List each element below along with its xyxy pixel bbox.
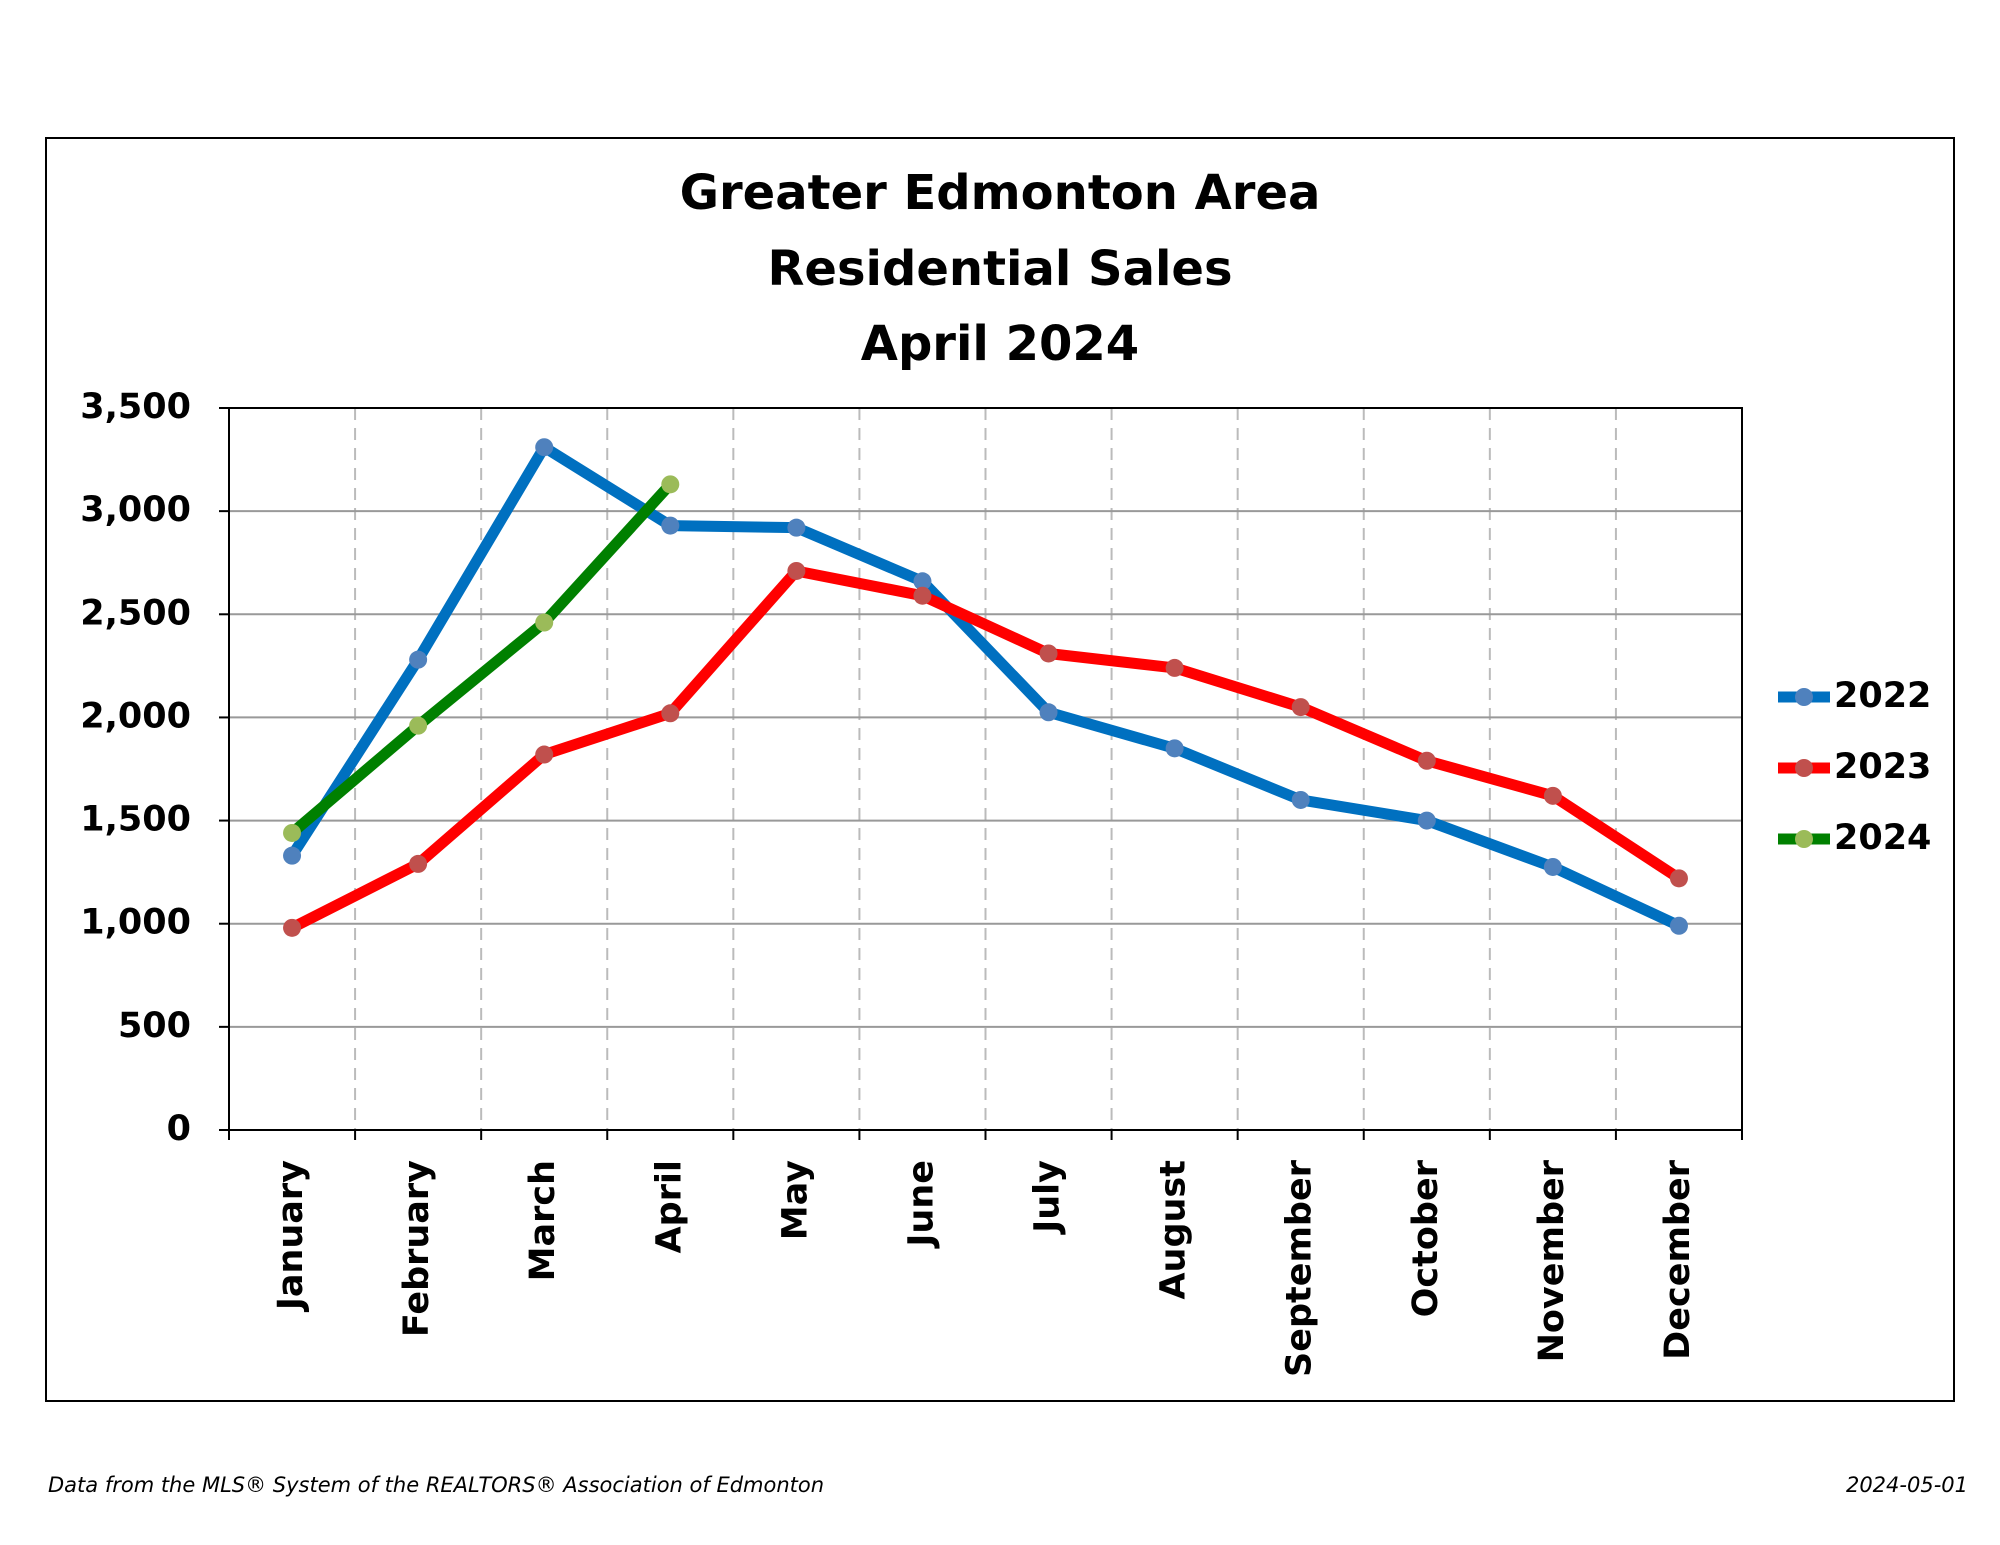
data-point [913,572,932,591]
x-tick-label: July [1028,1160,1068,1235]
data-point [1417,751,1436,770]
source-note: Data from the MLS® System of the REALTOR… [48,1473,824,1497]
data-point [1543,857,1562,876]
legend-label: 2023 [1834,747,1931,787]
series-line [287,441,1682,931]
legend-marker [1795,830,1813,848]
x-tick-label: December [1658,1159,1698,1360]
chart-title: April 2024 [861,316,1139,372]
y-tick-label: 1,000 [80,903,191,943]
x-tick-label: January [271,1160,311,1312]
data-point [283,918,302,937]
y-tick-label: 1,500 [80,800,191,840]
data-point [1417,811,1436,830]
y-tick-label: 3,500 [80,387,191,427]
series-line [288,480,675,838]
y-tick-label: 2,000 [80,696,191,736]
data-point [1669,869,1688,888]
data-point [1543,786,1562,805]
data-point [1165,739,1184,758]
data-point [409,716,428,735]
data-point [661,516,680,535]
x-tick-label: November [1532,1159,1572,1362]
y-tick-label: 0 [167,1109,191,1149]
data-point [283,823,302,842]
x-tick-label: October [1406,1159,1446,1317]
y-tick-label: 2,500 [80,593,191,633]
data-point [535,613,554,632]
data-point [913,586,932,605]
data-point [1669,916,1688,935]
data-point [1165,658,1184,677]
x-tick-label: September [1280,1159,1320,1377]
x-tick-label: April [649,1160,689,1253]
data-point [1039,644,1058,663]
data-point [1039,703,1058,722]
data-point [535,438,554,457]
x-tick-label: August [1154,1160,1194,1300]
legend-marker [1795,688,1813,706]
data-point [283,846,302,865]
data-point [409,650,428,669]
x-tick-label: May [775,1160,815,1240]
chart-title: Residential Sales [767,241,1232,297]
data-point [661,704,680,723]
data-point [409,854,428,873]
x-tick-label: March [523,1160,563,1281]
data-point [787,561,806,580]
legend-label: 2024 [1834,818,1931,858]
data-point [661,475,680,494]
legend-marker [1795,759,1813,777]
legend-label: 2022 [1834,676,1931,716]
x-tick-label: February [397,1160,437,1337]
series-line [289,565,1682,933]
data-point [1291,790,1310,809]
y-tick-label: 500 [118,1006,191,1046]
chart-title: Greater Edmonton Area [680,165,1321,221]
date-note: 2024-05-01 [1846,1473,1968,1497]
y-tick-label: 3,000 [80,490,191,530]
data-point [1291,698,1310,717]
x-tick-label: June [901,1160,941,1249]
data-point [535,745,554,764]
data-point [787,518,806,537]
